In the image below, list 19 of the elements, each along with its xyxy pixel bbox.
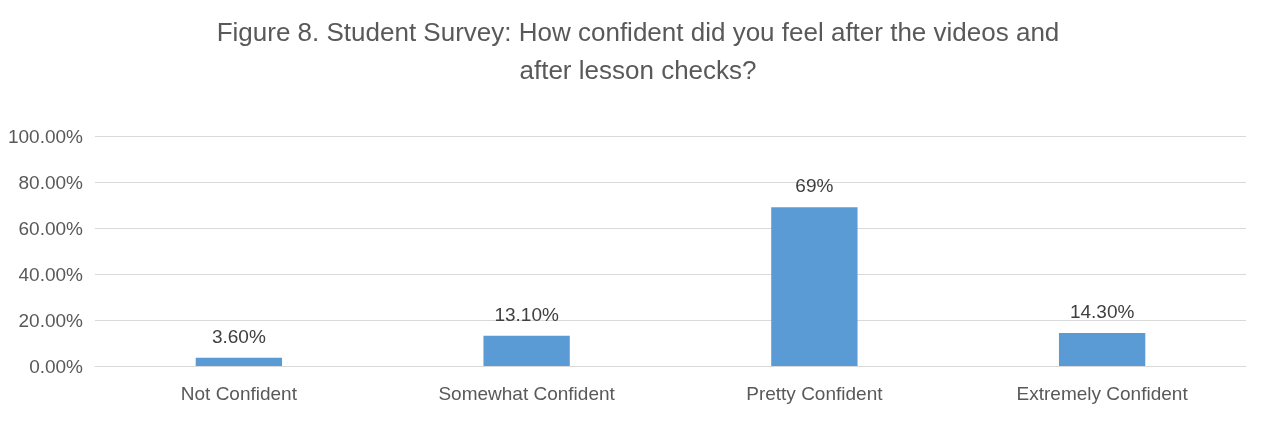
bar: [483, 335, 570, 366]
y-tick-label: 80.00%: [18, 171, 84, 193]
x-tick-label: Somewhat Confident: [438, 383, 616, 404]
y-tick-label: 40.00%: [18, 263, 84, 285]
data-label: 3.60%: [211, 325, 266, 347]
bar: [771, 207, 858, 366]
y-tick-label: 20.00%: [18, 309, 84, 331]
data-label: 69%: [795, 175, 834, 197]
x-tick-label: Not Confident: [180, 383, 298, 404]
bar: [195, 357, 283, 366]
y-tick-label: 100.00%: [7, 125, 84, 147]
x-tick-label: Pretty Confident: [746, 383, 884, 404]
data-label: 13.10%: [494, 303, 559, 325]
y-tick-label: 60.00%: [18, 217, 84, 239]
bar: [1058, 333, 1146, 366]
data-label: 14.30%: [1069, 301, 1135, 323]
y-tick-label: 0.00%: [29, 355, 84, 377]
chart-title: Figure 8. Student Survey: How confident did you feel after the videos and after lesson checks?: [216, 17, 1060, 85]
x-tick-label: Extremely Confident: [1016, 383, 1189, 404]
